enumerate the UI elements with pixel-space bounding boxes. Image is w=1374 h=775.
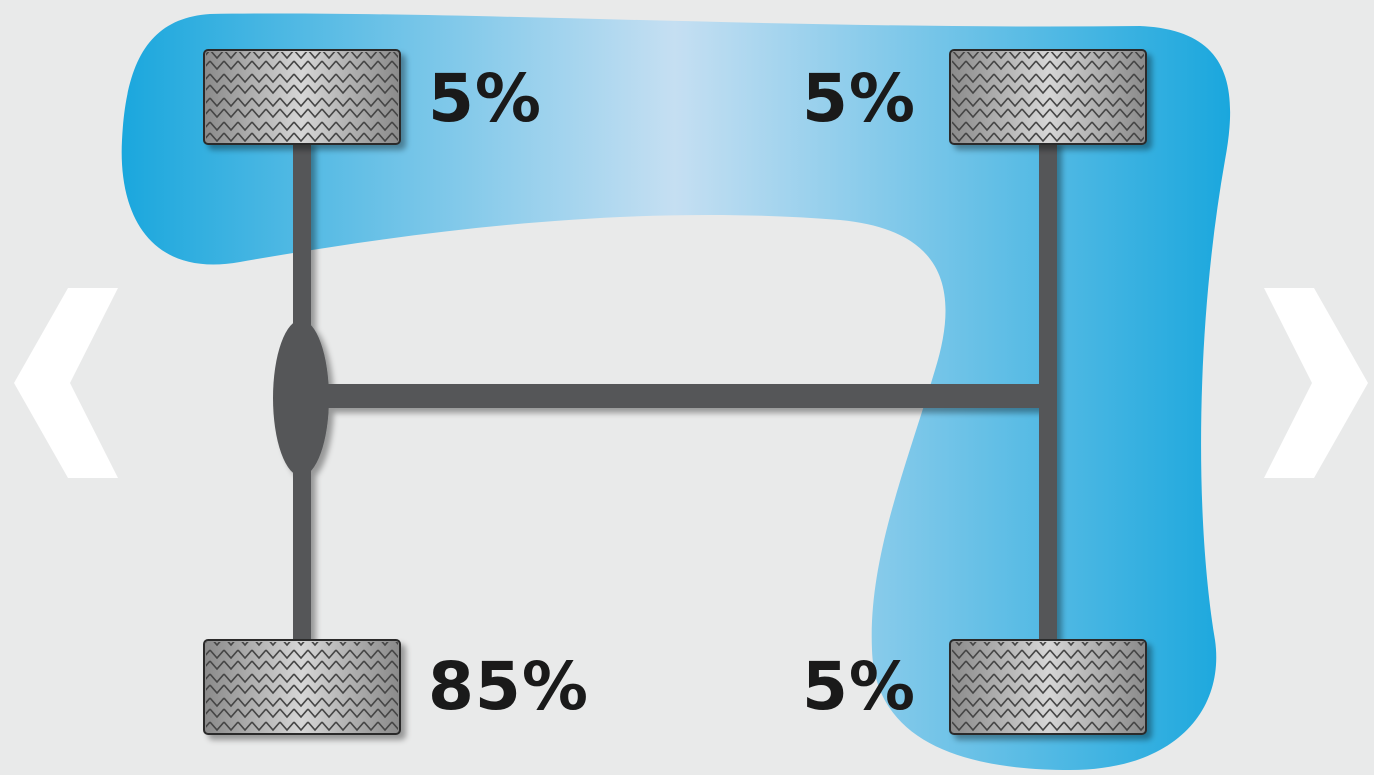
tire-rear-left — [203, 639, 401, 735]
power-distribution-highlight — [121, 13, 1231, 771]
differential — [273, 320, 329, 476]
tire-rear-right — [949, 639, 1147, 735]
chevron-left-icon — [14, 288, 118, 478]
axle-assembly — [273, 140, 1057, 645]
rear-right-percent: 5% — [802, 648, 917, 725]
drive-shaft — [320, 384, 1050, 408]
tire-front-right — [949, 49, 1147, 145]
front-left-percent: 5% — [428, 60, 543, 137]
next-button[interactable] — [1264, 288, 1374, 478]
chevron-right-icon — [1264, 288, 1368, 478]
previous-button[interactable] — [8, 288, 118, 478]
front-right-percent: 5% — [802, 60, 917, 137]
rear-left-percent: 85% — [428, 648, 589, 725]
tire-front-left — [203, 49, 401, 145]
